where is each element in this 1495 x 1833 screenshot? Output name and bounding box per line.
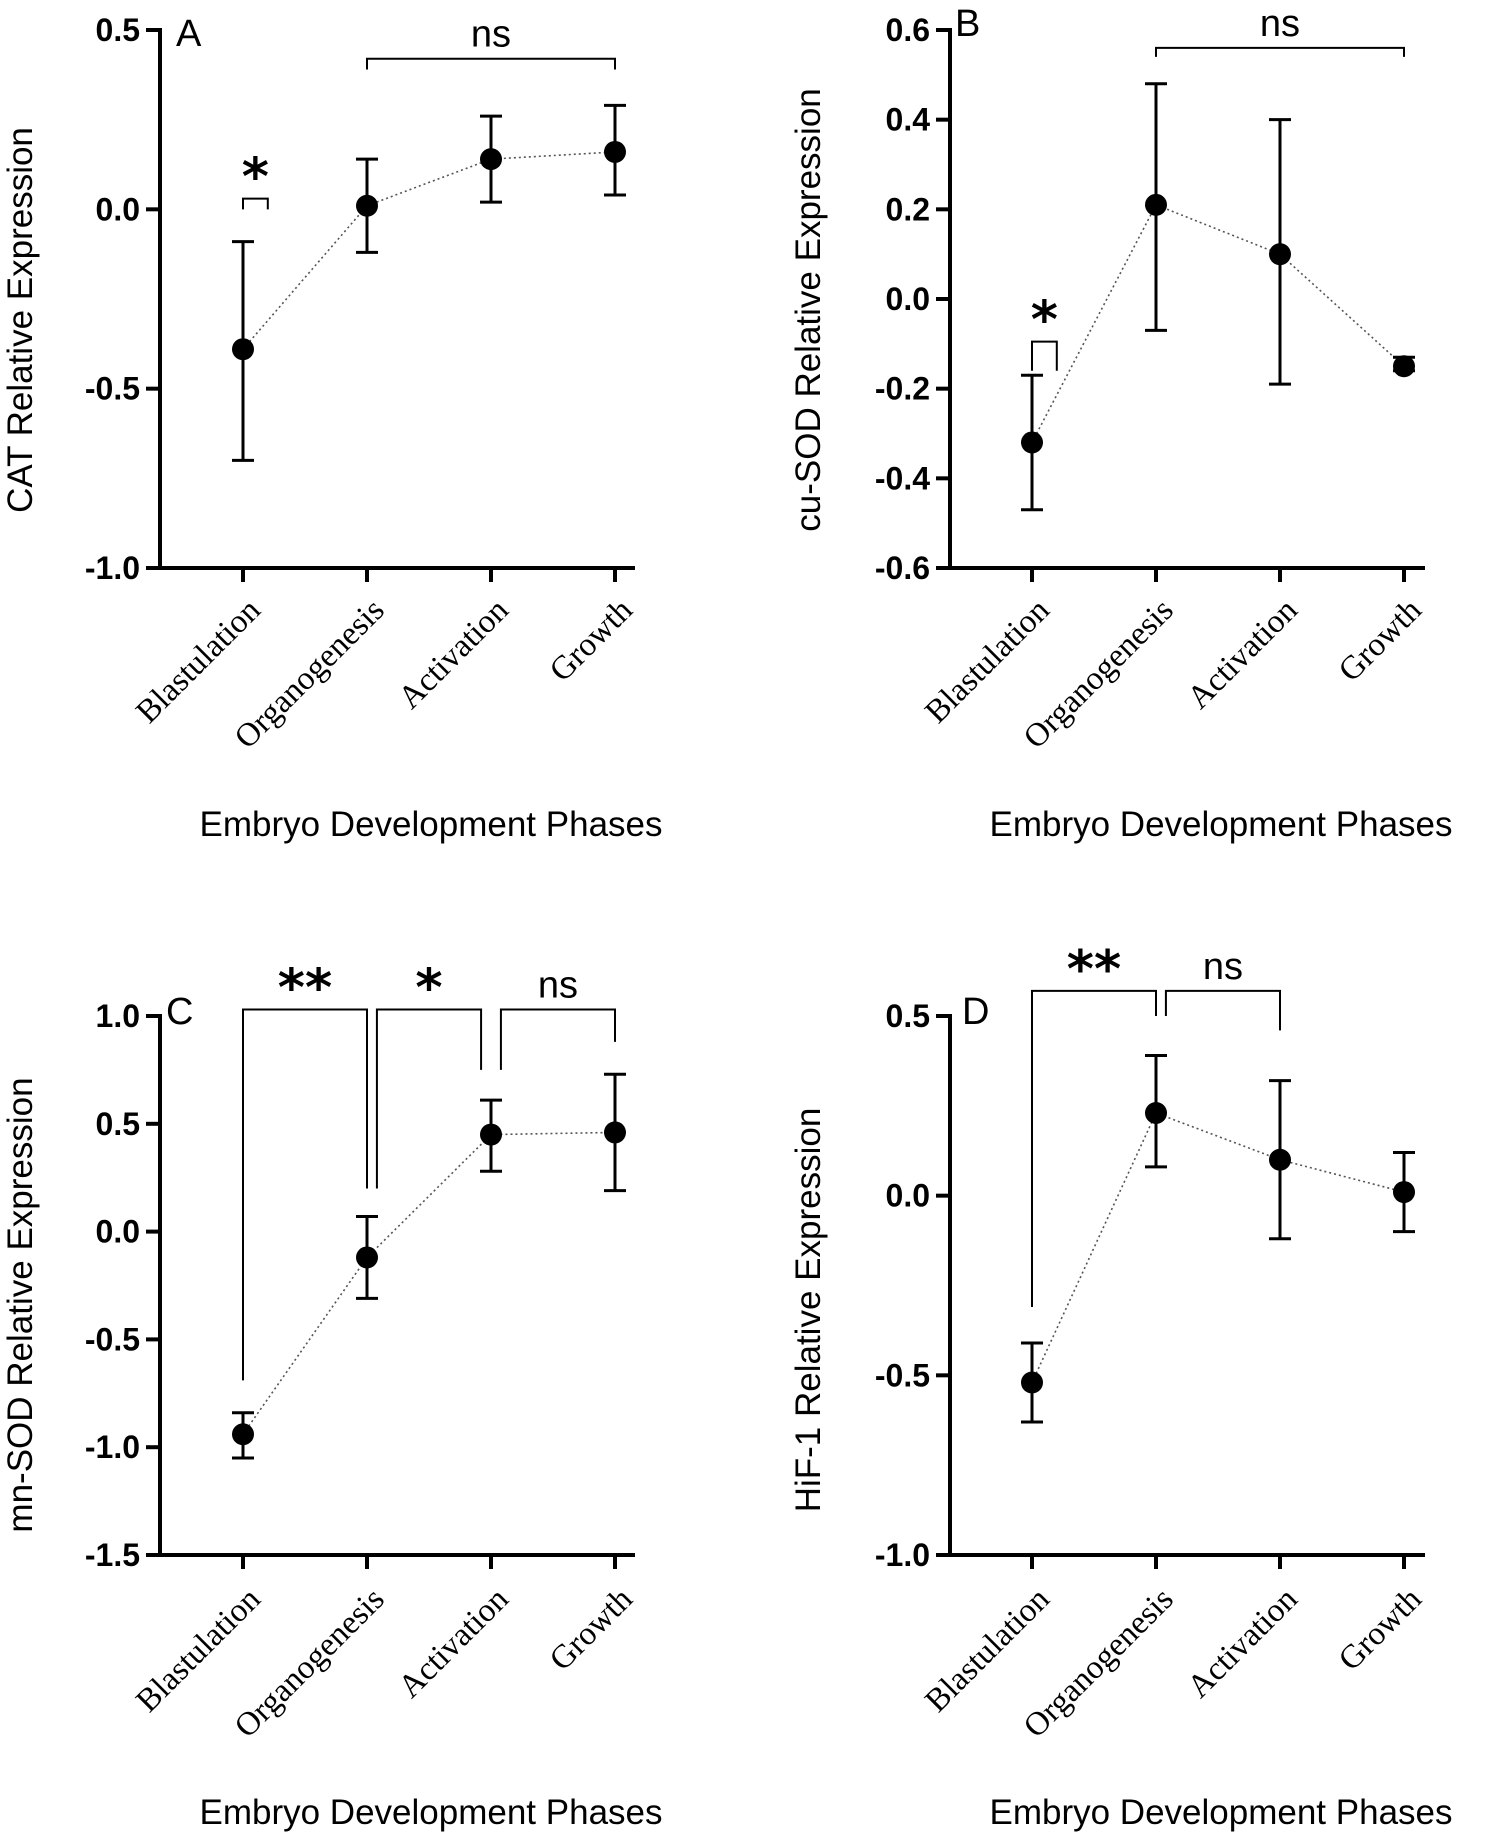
panel-b-letter: B [955, 3, 980, 45]
data-point [232, 338, 254, 361]
significance-label: ** [1067, 940, 1121, 1000]
y-tick-label: 0.0 [886, 1178, 930, 1214]
panel-b-plot: -0.6 -0.4 -0.2 0.0 0.2 0.4 0.6 * ns [875, 3, 1425, 586]
significance-bracket [1155, 46, 1405, 57]
data-point [356, 194, 378, 217]
significance-bracket [499, 1008, 616, 1070]
panel-d-category-label: Blastulation [918, 1581, 1056, 1719]
y-tick-label: 0.2 [886, 191, 930, 227]
y-tick-label: -1.0 [85, 550, 140, 586]
data-point [356, 1246, 378, 1269]
panel-a-xlabel: Embryo Development Phases [200, 805, 663, 844]
data-point [604, 140, 626, 163]
y-tick-label: -0.2 [875, 371, 930, 407]
panel-d-ylabel: HiF-1 Relative Expression [789, 1108, 828, 1513]
significance-label: * [415, 959, 442, 1019]
y-tick-label: -1.0 [85, 1429, 140, 1465]
data-point [1393, 1181, 1415, 1204]
data-point [604, 1121, 626, 1144]
panel-c-category-label: Growth [543, 1581, 640, 1678]
significance-bracket [1031, 340, 1058, 371]
data-point [480, 1123, 502, 1146]
panel-c-ylabel: mn-SOD Relative Expression [1, 1077, 40, 1532]
significance-label: * [1031, 291, 1058, 351]
y-tick-label: 0.0 [96, 1214, 140, 1250]
y-tick-label: 1.0 [96, 998, 140, 1034]
panel-d-category-label: Activation [1181, 1581, 1305, 1705]
y-tick-label: -0.4 [875, 460, 930, 496]
y-tick-label: -1.5 [85, 1537, 140, 1573]
panel-c: -1.5-1.0-0.50.00.51.0 ** * ns C mn-SOD Rela… [1, 959, 663, 1832]
data-point [480, 148, 502, 171]
significance-label: * [242, 148, 269, 208]
data-point [1269, 1148, 1291, 1171]
y-tick-label: 0.6 [886, 12, 930, 48]
data-point [1393, 355, 1415, 378]
panel-d-letter: D [962, 991, 989, 1033]
panel-a-letter: A [176, 13, 202, 55]
data-point [1021, 431, 1043, 454]
panel-b-category-label: Activation [1181, 592, 1305, 716]
panel-d: -1.0 -0.5 0.0 0.5 ** ns D HiF-1 Relative Expr… [789, 940, 1453, 1832]
data-point [1145, 1102, 1167, 1125]
panel-b-category-label: Growth [1332, 592, 1429, 689]
data-point [1021, 1371, 1043, 1394]
panel-c-category-label: Blastulation [129, 1581, 267, 1719]
significance-bracket [366, 57, 616, 70]
data-point [1145, 193, 1167, 216]
panel-c-category-label: Activation [392, 1581, 516, 1705]
panel-b-category-label: Blastulation [918, 592, 1056, 730]
panel-a-plot: -1.0 -0.5 0.0 0.5 * ns [85, 12, 635, 586]
significance-bracket [1164, 989, 1281, 1031]
series-connector-line [242, 1131, 616, 1435]
y-tick-label: 0.5 [96, 1106, 140, 1142]
series-connector-line [242, 151, 616, 350]
panel-c-letter: C [166, 991, 193, 1033]
panel-d-xlabel: Embryo Development Phases [990, 1793, 1453, 1832]
panel-d-plot: -1.0 -0.5 0.0 0.5 ** ns [875, 940, 1425, 1573]
series-connector-line [1031, 203, 1405, 443]
panel-b: -0.6 -0.4 -0.2 0.0 0.2 0.4 0.6 * ns B cu-SOD Rel… [789, 3, 1453, 844]
y-tick-label: 0.0 [96, 191, 140, 227]
panel-a-category-label: Activation [392, 592, 516, 716]
panel-b-xlabel: Embryo Development Phases [990, 805, 1453, 844]
panel-d-category-label: Growth [1332, 1581, 1429, 1678]
y-tick-label: 0.5 [886, 998, 930, 1034]
data-point [1269, 243, 1291, 266]
significance-label: ns [471, 14, 511, 56]
y-tick-label: -0.5 [85, 371, 140, 407]
y-tick-label: 0.0 [886, 281, 930, 317]
series-connector-line [1031, 1112, 1405, 1383]
y-tick-label: 0.4 [886, 102, 931, 138]
significance-bracket [242, 1008, 368, 1381]
data-point [232, 1423, 254, 1446]
significance-label: ns [1203, 946, 1243, 988]
panel-c-plot: -1.5-1.0-0.50.00.51.0 ** * ns [85, 959, 635, 1573]
significance-label: ns [1260, 3, 1300, 45]
y-tick-label: -0.5 [85, 1321, 140, 1357]
panel-a: -1.0 -0.5 0.0 0.5 * ns A CAT Relative Express… [1, 12, 663, 844]
significance-label: ns [538, 965, 578, 1007]
y-tick-label: -1.0 [875, 1537, 930, 1573]
y-tick-label: -0.5 [875, 1357, 930, 1393]
y-tick-label: -0.6 [875, 550, 930, 586]
panel-a-ylabel: CAT Relative Expression [1, 127, 40, 513]
significance-bracket [242, 197, 269, 210]
significance-bracket [1031, 989, 1157, 1308]
panel-a-category-label: Blastulation [129, 592, 267, 730]
y-tick-label: 0.5 [96, 12, 140, 48]
panel-b-ylabel: cu-SOD Relative Expression [789, 88, 828, 532]
panel-c-xlabel: Embryo Development Phases [200, 1793, 663, 1832]
panel-a-category-label: Growth [543, 592, 640, 689]
significance-label: ** [278, 959, 332, 1019]
significance-bracket [375, 1008, 483, 1189]
